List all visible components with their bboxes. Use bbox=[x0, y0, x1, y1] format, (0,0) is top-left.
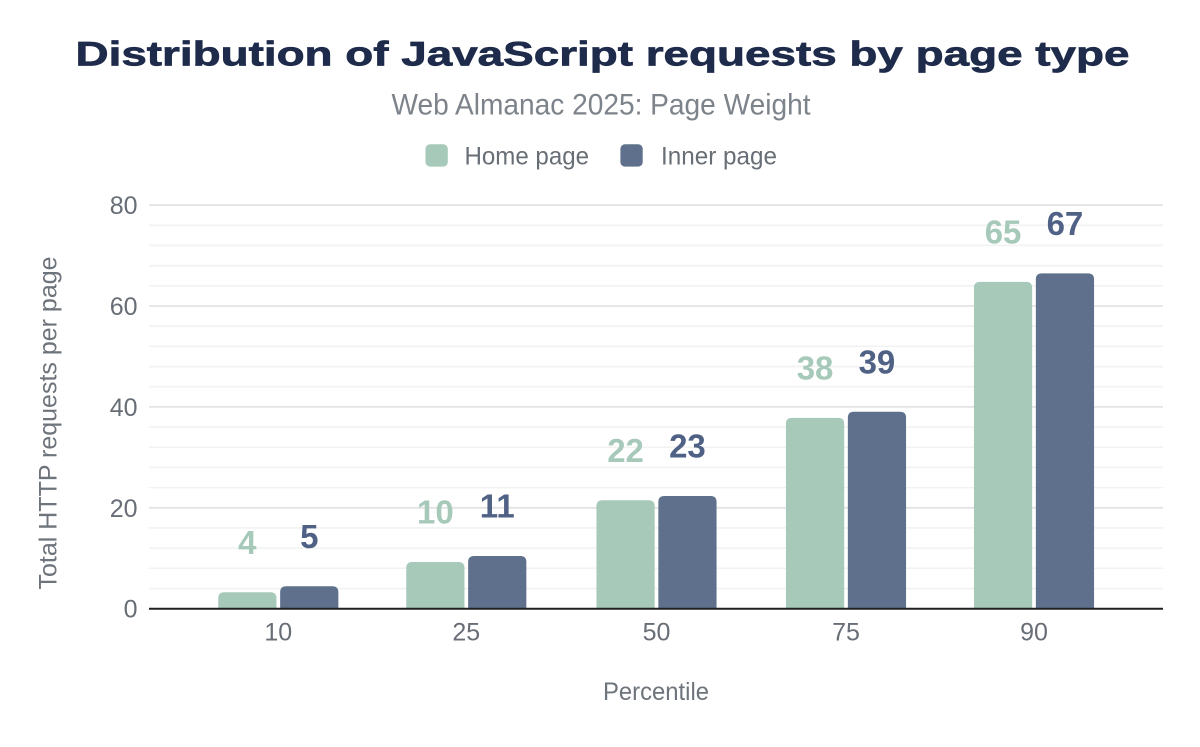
svg-text:11: 11 bbox=[480, 488, 515, 525]
svg-text:Total HTTP requests per page: Total HTTP requests per page bbox=[35, 256, 63, 589]
svg-text:Home page: Home page bbox=[465, 143, 590, 171]
svg-text:Distribution of JavaScript req: Distribution of JavaScript requests by p… bbox=[76, 36, 1130, 74]
svg-text:Web Almanac 2025: Page Weight: Web Almanac 2025: Page Weight bbox=[392, 88, 812, 121]
svg-text:80: 80 bbox=[110, 192, 138, 220]
svg-text:10: 10 bbox=[417, 494, 454, 531]
svg-text:90: 90 bbox=[1020, 618, 1048, 646]
svg-text:22: 22 bbox=[607, 432, 644, 469]
svg-text:50: 50 bbox=[643, 618, 671, 646]
svg-text:4: 4 bbox=[238, 524, 257, 561]
svg-text:75: 75 bbox=[832, 618, 860, 646]
svg-text:38: 38 bbox=[797, 350, 834, 387]
svg-text:20: 20 bbox=[110, 495, 138, 523]
svg-text:0: 0 bbox=[124, 596, 138, 624]
svg-text:23: 23 bbox=[669, 428, 706, 465]
svg-text:10: 10 bbox=[264, 618, 292, 646]
svg-text:5: 5 bbox=[300, 518, 318, 555]
svg-text:39: 39 bbox=[859, 343, 896, 380]
svg-text:25: 25 bbox=[452, 618, 480, 646]
svg-text:65: 65 bbox=[985, 214, 1022, 251]
svg-text:Percentile: Percentile bbox=[603, 678, 709, 706]
svg-text:40: 40 bbox=[110, 394, 138, 422]
svg-text:67: 67 bbox=[1047, 205, 1084, 242]
svg-text:60: 60 bbox=[110, 293, 138, 321]
svg-text:Inner page: Inner page bbox=[661, 143, 777, 171]
